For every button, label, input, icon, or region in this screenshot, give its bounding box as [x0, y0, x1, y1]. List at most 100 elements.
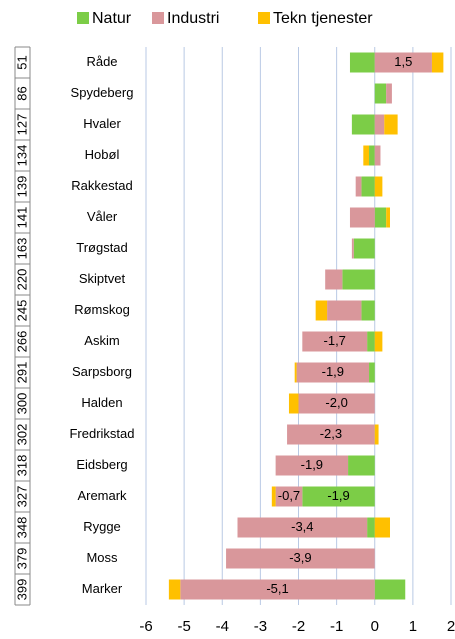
category-label: Råde: [86, 54, 117, 69]
bar-segment: [374, 114, 385, 135]
x-tick-label: 0: [371, 618, 379, 635]
rank-label: 163: [14, 238, 29, 260]
bar-segment: [353, 238, 375, 259]
value-label: -5,1: [266, 581, 288, 596]
bar-segment: [374, 207, 387, 228]
bar-segment: [386, 207, 390, 228]
value-label: -1,9: [301, 457, 323, 472]
legend-label: Industri: [167, 10, 219, 27]
bar-segment: [355, 176, 362, 197]
rank-label: 379: [14, 548, 29, 570]
bar-segment: [275, 486, 303, 507]
bar-segment: [349, 207, 375, 228]
category-label: Askim: [84, 333, 119, 348]
rank-label: 300: [14, 393, 29, 415]
bar-segment: [288, 393, 299, 414]
category-label: Rygge: [83, 519, 121, 534]
category-label: Halden: [81, 395, 122, 410]
legend-swatch: [258, 12, 270, 24]
x-tick-label: -1: [330, 618, 343, 635]
bar-segment: [325, 269, 343, 290]
bar-segment: [327, 300, 362, 321]
bar-segment: [367, 517, 375, 538]
category-label: Sarpsborg: [72, 364, 132, 379]
legend-swatch: [152, 12, 164, 24]
bar-segment: [271, 486, 276, 507]
category-label: Spydeberg: [71, 85, 134, 100]
x-tick-label: 1: [409, 618, 417, 635]
rank-label: 51: [14, 55, 29, 69]
bar-segment: [369, 145, 375, 166]
value-label: -3,4: [291, 519, 313, 534]
rank-label: 327: [14, 486, 29, 508]
rank-label: 291: [14, 362, 29, 384]
category-label: Trøgstad: [76, 240, 128, 255]
bar-segment: [302, 331, 368, 352]
bar-segment: [374, 145, 381, 166]
bar-segment: [363, 145, 370, 166]
rank-label: 86: [14, 86, 29, 100]
bar-segment: [342, 269, 375, 290]
bar-segment: [296, 362, 370, 383]
rank-label: 220: [14, 269, 29, 291]
category-label: Moss: [86, 550, 118, 565]
category-label: Hobøl: [85, 147, 120, 162]
bar-segment: [351, 114, 375, 135]
bar-segment: [287, 424, 375, 445]
x-tick-label: -4: [216, 618, 229, 635]
bar-segment: [348, 455, 375, 476]
bar-segment: [374, 424, 379, 445]
rank-label: 318: [14, 455, 29, 477]
legend-label: Natur: [92, 10, 132, 27]
category-label: Hvaler: [83, 116, 121, 131]
rank-label: 302: [14, 424, 29, 446]
legend-label: Tekn tjenester: [273, 10, 373, 27]
bar-segment: [367, 331, 375, 352]
bar-segment: [361, 300, 375, 321]
bar-segment: [226, 548, 375, 569]
bar-segment: [374, 579, 406, 600]
category-label: Aremark: [77, 488, 127, 503]
category-label: Rømskog: [74, 302, 130, 317]
legend-swatch: [77, 12, 89, 24]
bar-segment: [180, 579, 375, 600]
bar-segment: [374, 52, 432, 73]
x-tick-label: -2: [292, 618, 305, 635]
category-label: Rakkestad: [71, 178, 132, 193]
rank-label: 127: [14, 114, 29, 136]
category-label: Eidsberg: [76, 457, 127, 472]
bar-segment: [374, 517, 390, 538]
bar-segment: [237, 517, 368, 538]
value-label: -3,9: [289, 550, 311, 565]
category-label: Fredrikstad: [69, 426, 134, 441]
x-tick-label: -5: [177, 618, 190, 635]
rank-label: 141: [14, 207, 29, 229]
bar-segment: [294, 362, 297, 383]
bar-segment: [315, 300, 328, 321]
bar-segment: [298, 393, 375, 414]
bar-segment: [302, 486, 375, 507]
value-label: -1,9: [327, 488, 349, 503]
rank-label: 134: [14, 145, 29, 167]
bar-segment: [374, 83, 387, 104]
bar-segment: [386, 83, 392, 104]
x-tick-label: 2: [447, 618, 455, 635]
bar-segment: [361, 176, 375, 197]
rank-label: 139: [14, 176, 29, 198]
bar-segment: [351, 238, 354, 259]
bar-segment: [374, 176, 383, 197]
value-label: -2,3: [320, 426, 342, 441]
rank-label: 348: [14, 517, 29, 539]
bar-segment: [369, 362, 375, 383]
x-tick-label: -3: [254, 618, 267, 635]
x-tick-label: -6: [139, 618, 152, 635]
bar-segment: [374, 331, 383, 352]
bar-segment: [384, 114, 398, 135]
category-label: Marker: [82, 581, 123, 596]
rank-label: 399: [14, 579, 29, 601]
bar-segment: [349, 52, 375, 73]
category-label: Skiptvet: [79, 271, 126, 286]
rank-label: 245: [14, 300, 29, 322]
value-label: -1,9: [322, 364, 344, 379]
value-label: -1,7: [324, 333, 346, 348]
